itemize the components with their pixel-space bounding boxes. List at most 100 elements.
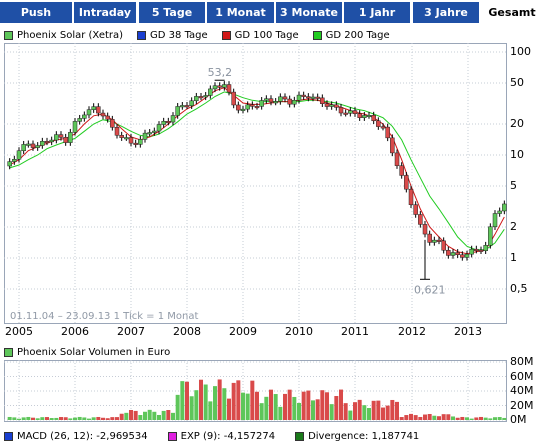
candle-up xyxy=(194,96,199,102)
tab-intraday[interactable]: Intraday xyxy=(74,2,136,23)
volume-bar xyxy=(231,382,236,420)
candle-down xyxy=(287,98,292,105)
volume-bar xyxy=(339,389,343,420)
candle-down xyxy=(250,104,255,107)
candle-down xyxy=(408,188,414,205)
volume-bar xyxy=(264,396,269,420)
candle-down xyxy=(436,239,442,242)
volume-bar xyxy=(138,415,143,420)
volume-bar xyxy=(185,381,189,420)
candle-up xyxy=(292,100,297,105)
tab-1-monat[interactable]: 1 Monat xyxy=(207,2,274,23)
candle-down xyxy=(418,214,423,225)
legend-macd: MACD (26, 12): -2,969534 xyxy=(4,431,148,442)
candle-up xyxy=(497,210,502,214)
legend-gd100-label: GD 100 Tage xyxy=(234,29,299,41)
candle-up xyxy=(12,158,17,162)
volume-bar xyxy=(497,417,502,420)
candle-down xyxy=(315,96,320,99)
candle-down xyxy=(105,115,110,120)
candle-up xyxy=(348,110,353,114)
legend-divergence: Divergence: 1,187741 xyxy=(295,431,419,442)
volume-bar xyxy=(437,416,441,420)
volume-y-tick: 80M xyxy=(510,355,534,368)
volume-bar xyxy=(357,399,362,420)
tab-push[interactable]: Push xyxy=(0,2,72,23)
price-x-tick: 2009 xyxy=(229,325,257,338)
candle-up xyxy=(147,132,152,135)
candle-down xyxy=(376,120,381,127)
volume-bar xyxy=(180,381,185,420)
candle-up xyxy=(21,144,26,151)
candle-up xyxy=(264,98,269,101)
volume-bar xyxy=(427,414,432,420)
volume-bar xyxy=(390,399,395,420)
candle-down xyxy=(282,96,288,100)
price-y-tick: 5 xyxy=(510,179,517,192)
candle-up xyxy=(152,130,157,133)
price-x-tick: 2007 xyxy=(117,325,145,338)
candle-up xyxy=(156,124,162,132)
candle-up xyxy=(7,161,12,167)
volume-bar xyxy=(213,386,217,420)
legend-volume-label: Phoenix Solar Volumen in Euro xyxy=(17,346,171,358)
volume-bar xyxy=(255,391,259,420)
price-y-tick: 20 xyxy=(510,116,524,130)
candle-up xyxy=(77,118,82,122)
price-x-tick: 2010 xyxy=(285,325,313,338)
volume-bar xyxy=(320,390,325,420)
volume-bar xyxy=(222,388,227,420)
candle-down xyxy=(226,84,232,93)
volume-bar xyxy=(17,418,21,420)
candle-down xyxy=(268,98,274,103)
candle-down xyxy=(44,141,50,144)
candle-down xyxy=(110,119,115,128)
candle-down xyxy=(58,134,64,138)
volume-bar xyxy=(199,379,203,420)
volume-bar xyxy=(404,415,409,420)
macd-swatch-icon xyxy=(4,431,13,441)
volume-bar xyxy=(413,415,418,420)
candle-up xyxy=(40,141,45,146)
volume-bar xyxy=(227,398,231,420)
gd100-swatch-icon xyxy=(221,30,231,40)
tab-5-tage[interactable]: 5 Tage xyxy=(139,2,205,23)
volume-bar xyxy=(399,417,404,420)
candle-up xyxy=(240,108,246,111)
gd38-swatch-icon xyxy=(137,30,147,40)
volume-bar xyxy=(115,417,119,420)
volume-bar xyxy=(82,417,87,420)
tab-1-jahr[interactable]: 1 Jahr xyxy=(344,2,410,23)
volume-bar xyxy=(189,396,194,420)
candle-down xyxy=(301,94,306,97)
volume-bar xyxy=(348,410,353,420)
volume-bar xyxy=(143,411,147,420)
volume-bar xyxy=(287,389,292,420)
volume-bar xyxy=(423,414,427,420)
candle-down xyxy=(343,112,348,115)
candle-down xyxy=(30,143,36,148)
volume-bar xyxy=(371,400,376,420)
volume-bar xyxy=(376,400,381,420)
legend-divergence-label: Divergence: 1,187741 xyxy=(308,430,420,442)
candle-up xyxy=(35,145,40,148)
volume-bar xyxy=(301,391,306,420)
divergence-swatch-icon xyxy=(295,431,305,441)
price-legend: Phoenix Solar (Xetra) GD 38 Tage GD 100 … xyxy=(4,28,404,42)
candle-down xyxy=(198,96,204,99)
volume-bar xyxy=(334,396,339,420)
volume-bar xyxy=(367,408,371,420)
volume-bar xyxy=(77,416,82,420)
gd200-line xyxy=(9,91,505,251)
volume-bar xyxy=(488,418,493,420)
price-swatch-icon xyxy=(4,30,13,40)
tab-3-jahre[interactable]: 3 Jahre xyxy=(413,2,479,23)
candle-up xyxy=(175,106,180,116)
tab-gesamt[interactable]: Gesamt xyxy=(481,2,543,23)
candle-down xyxy=(478,249,484,252)
volume-bar xyxy=(269,389,273,420)
tab-3-monate[interactable]: 3 Monate xyxy=(276,2,342,23)
candle-down xyxy=(128,137,134,144)
volume-bar xyxy=(105,418,110,420)
volume-bar xyxy=(73,417,77,420)
